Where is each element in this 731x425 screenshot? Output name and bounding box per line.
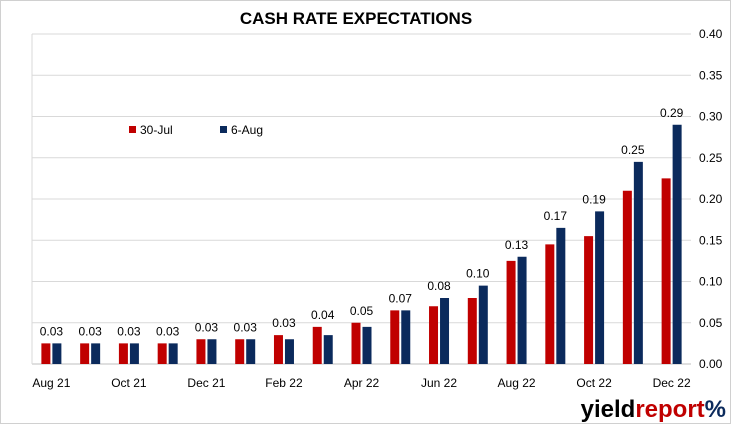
data-label: 0.03	[234, 320, 258, 334]
bar-series1	[622, 190, 632, 364]
bar-series2	[52, 343, 62, 364]
legend-swatch	[129, 126, 136, 133]
bar-series2	[556, 227, 566, 364]
brand-percent: %	[705, 396, 726, 423]
bar-series1	[41, 343, 51, 364]
x-tick-label: Dec 22	[653, 376, 691, 390]
data-label: 0.03	[117, 324, 141, 338]
bar-series2	[284, 339, 294, 364]
legend-label: 6-Aug	[231, 123, 263, 137]
bar-series1	[118, 343, 128, 364]
bar-series1	[273, 335, 283, 364]
brand-report: report	[635, 396, 704, 423]
bar-series1	[467, 298, 477, 364]
bar-series1	[157, 343, 167, 364]
data-label: 0.19	[582, 192, 606, 206]
bar-series2	[440, 298, 450, 364]
x-tick-label: Oct 21	[111, 376, 147, 390]
x-tick-label: Feb 22	[265, 376, 303, 390]
data-label: 0.08	[427, 279, 451, 293]
bar-series2	[401, 310, 411, 364]
x-tick-label: Aug 21	[32, 376, 70, 390]
x-tick-label: Apr 22	[344, 376, 380, 390]
bar-series2	[633, 161, 643, 364]
x-tick-label: Jun 22	[421, 376, 457, 390]
bar-series2	[246, 339, 256, 364]
y-tick-label: 0.05	[699, 316, 723, 330]
y-axis: 0.00 0.05 0.10 0.15 0.20 0.25 0.30 0.35 0.40	[699, 27, 723, 371]
bar-series2	[595, 211, 605, 364]
x-axis: Aug 21 Oct 21 Dec 21 Feb 22 Apr 22 Jun 22 Aug …	[32, 376, 691, 390]
bar-series1	[80, 343, 90, 364]
y-tick-label: 0.35	[699, 68, 723, 82]
bar-series1	[196, 339, 206, 364]
data-label: 0.03	[78, 324, 102, 338]
data-label: 0.03	[40, 324, 64, 338]
bars	[41, 124, 682, 364]
bar-series2	[168, 343, 178, 364]
bar-series2	[478, 285, 488, 364]
data-label: 0.25	[621, 143, 645, 157]
brand-yield: yield	[581, 396, 636, 423]
bar-series1	[545, 244, 555, 364]
bar-series1	[661, 178, 671, 364]
data-label: 0.03	[195, 320, 219, 334]
y-tick-label: 0.00	[699, 357, 723, 371]
brand-logo: yieldreport%	[581, 396, 726, 423]
bar-series2	[672, 124, 682, 364]
y-tick-label: 0.30	[699, 110, 723, 124]
bar-series1	[429, 306, 439, 364]
bar-series2	[323, 335, 333, 364]
bar-series2	[207, 339, 217, 364]
data-label: 0.05	[350, 304, 374, 318]
legend-label: 30-Jul	[140, 123, 173, 137]
y-tick-label: 0.20	[699, 192, 723, 206]
data-label: 0.03	[156, 324, 180, 338]
y-tick-label: 0.25	[699, 151, 723, 165]
data-labels: 0.03 0.03 0.03 0.03 0.03 0.03 0.03 0.04 0.05 0.07…	[40, 106, 684, 339]
bar-series1	[390, 310, 400, 364]
data-label: 0.13	[505, 238, 529, 252]
x-tick-label: Dec 21	[187, 376, 225, 390]
bar-series1	[351, 322, 361, 364]
x-tick-label: Aug 22	[498, 376, 536, 390]
bar-series1	[506, 260, 516, 364]
bar-series2	[517, 256, 527, 364]
data-label: 0.17	[544, 209, 568, 223]
data-label: 0.03	[272, 316, 296, 330]
data-label: 0.29	[660, 106, 684, 120]
y-tick-label: 0.40	[699, 27, 723, 41]
gridlines	[31, 33, 691, 365]
y-tick-label: 0.10	[699, 275, 723, 289]
data-label: 0.04	[311, 308, 335, 322]
data-label: 0.10	[466, 267, 490, 281]
bar-series1	[312, 326, 322, 364]
data-label: 0.07	[389, 291, 413, 305]
legend: 30-Jul 6-Aug	[129, 123, 263, 137]
x-tick-label: Oct 22	[576, 376, 612, 390]
bar-series2	[91, 343, 101, 364]
bar-series1	[584, 236, 594, 364]
chart-title: CASH RATE EXPECTATIONS	[240, 9, 472, 28]
bar-series2	[129, 343, 139, 364]
bar-series1	[235, 339, 245, 364]
legend-swatch	[220, 126, 227, 133]
y-tick-label: 0.15	[699, 233, 723, 247]
bar-series2	[362, 326, 372, 364]
